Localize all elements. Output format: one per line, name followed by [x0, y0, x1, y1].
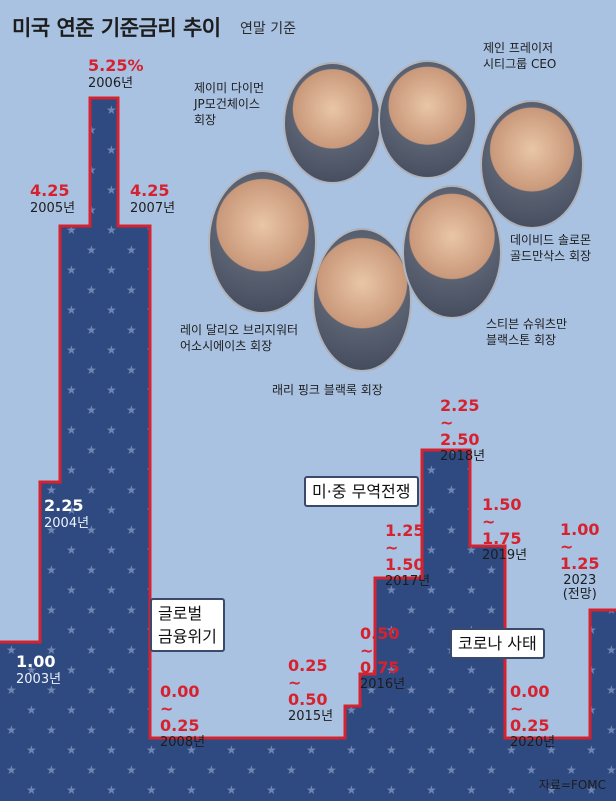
data-label-2004: 2.25 2004년 — [44, 496, 90, 531]
value-label: 2.25 — [44, 496, 84, 515]
data-label-2023: 1.00 ~ 1.25 2023 (전망) — [560, 520, 600, 603]
person-label: 스티븐 슈워츠만 블랙스톤 회장 — [486, 317, 568, 348]
data-label-2007: 4.25 2007년 — [130, 181, 176, 216]
annotation-covid: 코로나 사태 — [450, 628, 545, 660]
data-label-2003: 1.00 2003년 — [16, 652, 62, 687]
rate-bar-2004년 — [40, 482, 60, 801]
portrait-ray-dalio — [208, 170, 317, 314]
year-label: 2018년 — [440, 449, 486, 465]
person-label: 제이미 다이먼 JP모건체이스 회장 — [194, 81, 265, 128]
year-label: 2004년 — [44, 515, 90, 531]
portrait-david-solomon — [480, 100, 584, 229]
year-label: 2015년 — [288, 709, 334, 725]
year-label: 2016년 — [360, 677, 406, 693]
value-label: 0.25 ~ 0.50 — [288, 656, 328, 709]
rate-outline — [0, 96, 616, 740]
value-label: 0.00 ~ 0.25 — [510, 682, 550, 735]
year-label: 2020년 — [510, 735, 556, 751]
rate-bar-2005년 — [60, 226, 90, 801]
portrait-larry-fink — [312, 228, 412, 372]
person-label: 래리 핑크 블랙록 회장 — [272, 383, 383, 397]
value-label: 1.00 ~ 1.25 — [560, 520, 600, 573]
rate-bar-2017년 — [375, 578, 422, 801]
annotation-trade-war: 미·중 무역전쟁 — [304, 476, 419, 508]
year-label: 2017년 — [385, 574, 431, 590]
person-label: 제인 프레이저 시티그룹 CEO — [483, 41, 557, 72]
data-label-2016: 0.50 ~ 0.75 2016년 — [360, 624, 406, 693]
value-label: 5.25% — [88, 56, 144, 75]
person-label: 데이비드 솔로몬 골드만삭스 회장 — [510, 233, 592, 264]
data-label-2008: 0.00 ~ 0.25 2008년 — [160, 682, 206, 751]
value-label: 0.00 ~ 0.25 — [160, 682, 200, 735]
year-label: 2019년 — [482, 548, 528, 564]
portrait-jamie-dimon — [283, 62, 382, 184]
portrait-stephen-schwarzman — [402, 185, 502, 319]
year-label: 2008년 — [160, 735, 206, 751]
person-label: 레이 달리오 브리지워터 어소시에이츠 회장 — [180, 323, 299, 354]
rate-bar-2015년 — [345, 706, 360, 801]
value-label: 4.25 — [30, 181, 70, 200]
year-label: 2003년 — [16, 671, 62, 687]
source-note: 자료=FOMC — [538, 778, 606, 792]
value-label: 2.25 ~ 2.50 — [440, 396, 480, 449]
value-label: 1.25 ~ 1.50 — [385, 521, 425, 574]
year-label: 2023 (전망) — [562, 573, 597, 603]
annotation-financial-crisis: 글로벌 금융위기 — [150, 598, 225, 653]
value-label: 0.50 ~ 0.75 — [360, 624, 400, 677]
value-label: 4.25 — [130, 181, 170, 200]
value-label: 1.50 ~ 1.75 — [482, 495, 522, 548]
rate-bar-2016년 — [360, 674, 375, 801]
data-label-2005: 4.25 2005년 — [30, 181, 76, 216]
data-label-2018: 2.25 ~ 2.50 2018년 — [440, 396, 486, 465]
rate-bar-2003년 — [0, 642, 40, 801]
rate-bar-2008년 — [150, 738, 345, 801]
data-label-2019: 1.50 ~ 1.75 2019년 — [482, 495, 528, 564]
data-label-2017: 1.25 ~ 1.50 2017년 — [385, 521, 431, 590]
data-label-2015: 0.25 ~ 0.50 2015년 — [288, 656, 334, 725]
rate-bar-2006년 — [90, 98, 118, 801]
data-label-2020: 0.00 ~ 0.25 2020년 — [510, 682, 556, 751]
rate-bar-2018년 — [422, 450, 470, 801]
chart-subtitle: 연말 기준 — [240, 21, 296, 37]
data-label-2006: 5.25% 2006년 — [88, 56, 144, 91]
rate-bar-2023년 (전망) — [590, 610, 616, 801]
chart-title: 미국 연준 기준금리 추이 — [12, 16, 221, 40]
year-label: 2005년 — [30, 200, 76, 216]
year-label: 2007년 — [130, 200, 176, 216]
value-label: 1.00 — [16, 652, 56, 671]
rate-bar-2020년 — [505, 738, 590, 801]
rate-bar-2019년 — [470, 546, 505, 801]
portrait-jane-fraser — [378, 60, 477, 179]
year-label: 2006년 — [88, 75, 134, 91]
rate-bar-2007년 — [118, 226, 150, 801]
